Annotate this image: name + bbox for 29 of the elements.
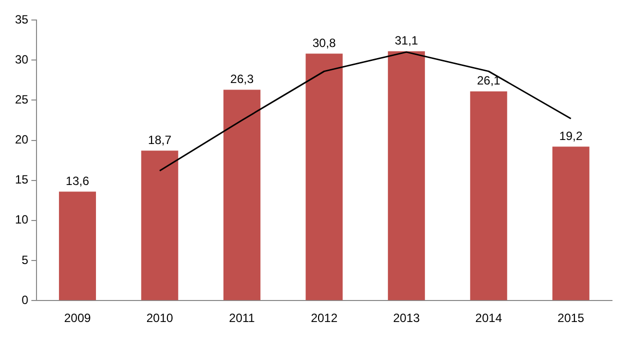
data-label: 26,1 (476, 74, 501, 88)
x-tick-label: 2010 (146, 311, 174, 326)
bar (306, 54, 343, 300)
x-tick-label: 2009 (64, 311, 92, 326)
y-tick-label: 30 (14, 52, 29, 66)
data-label: 31,1 (394, 34, 418, 48)
y-tick-label: 20 (14, 132, 29, 147)
data-label: 26,3 (230, 72, 254, 86)
x-tick-label: 2013 (393, 311, 420, 326)
y-tick-label: 25 (14, 92, 29, 106)
x-tick-label: 2014 (475, 311, 502, 326)
y-tick-label: 5 (22, 252, 29, 267)
data-label: 30,8 (312, 36, 336, 50)
y-tick-label: 35 (14, 12, 29, 26)
bar (58, 192, 96, 300)
y-tick-label: 10 (14, 212, 29, 227)
bar (470, 91, 508, 300)
bar (141, 150, 178, 300)
data-label: 19,2 (559, 128, 583, 143)
x-tick-label: 2012 (310, 311, 338, 326)
data-label: 13,6 (66, 174, 90, 188)
y-tick-label: 15 (14, 172, 29, 187)
bar (552, 146, 590, 300)
x-tick-label: 2011 (229, 311, 256, 326)
y-tick-label: 0 (22, 292, 29, 307)
x-tick-label: 2015 (558, 311, 585, 326)
bar (388, 51, 425, 300)
bar (223, 90, 260, 300)
data-label: 18,7 (148, 132, 172, 147)
